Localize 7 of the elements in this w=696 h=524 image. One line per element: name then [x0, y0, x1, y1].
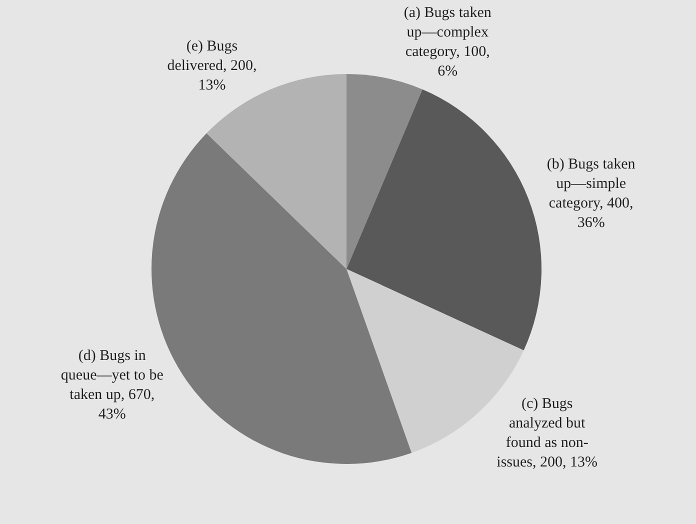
slice-label: (e) Bugs delivered, 200, 13% — [167, 38, 257, 94]
pie-slice — [346, 89, 542, 350]
slice-label: (c) Bugs analyzed but found as non-issues, 200, 13% — [496, 396, 598, 470]
pie-slice — [346, 74, 422, 269]
slice-label: (a) Bugs taken up—complex category, 100, 6% — [404, 4, 492, 80]
slice-label: (d) Bugs in queue—yet to be taken up, 670, 43% — [60, 348, 164, 422]
slice-label: (b) Bugs taken up—simple category, 400, 36% — [546, 156, 636, 231]
